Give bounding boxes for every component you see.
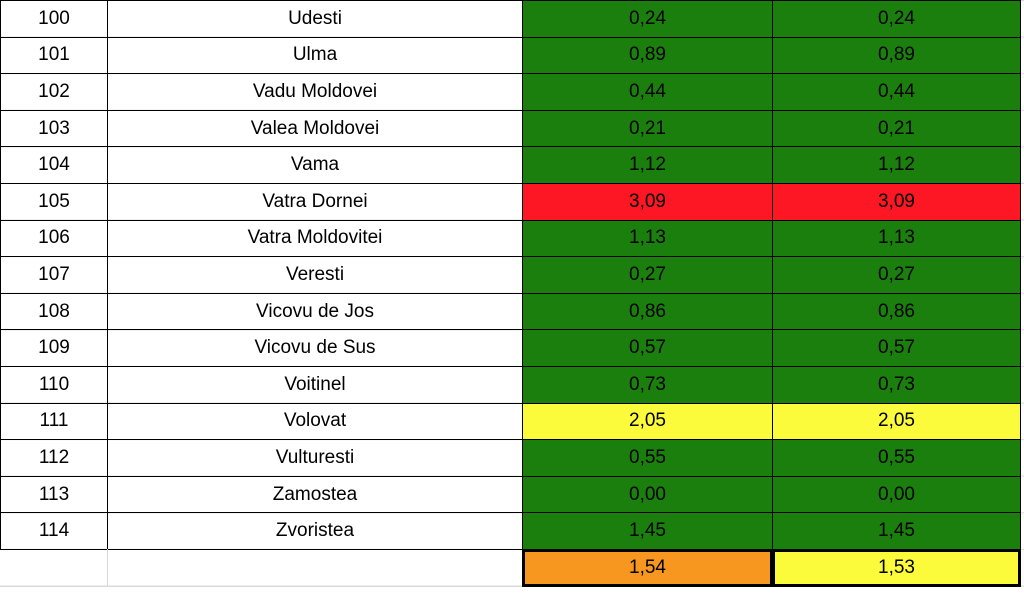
rate-cell: 0,00	[522, 475, 773, 514]
rate-cell: 1,45	[522, 512, 773, 550]
row-number: 104	[0, 146, 108, 184]
empty-cell	[0, 549, 108, 587]
locality-name: Voitinel	[107, 366, 523, 404]
row-number: 107	[0, 256, 108, 294]
rate-cell: 0,44	[522, 73, 773, 111]
rate-cell: 0,73	[522, 366, 773, 404]
total-cell: 1,54	[522, 549, 773, 587]
row-number: 101	[0, 36, 108, 75]
locality-name: Vicovu de Sus	[107, 329, 523, 367]
row-number: 111	[0, 402, 108, 441]
rate-cell: 0,24	[772, 0, 1021, 38]
locality-name: Veresti	[107, 256, 523, 294]
locality-name: Volovat	[107, 402, 523, 441]
rate-cell: 0,21	[522, 109, 773, 148]
locality-name: Vicovu de Jos	[107, 292, 523, 331]
row-number: 106	[0, 219, 108, 258]
rate-cell: 0,57	[522, 329, 773, 367]
row-number: 102	[0, 73, 108, 111]
rate-cell: 0,55	[522, 439, 773, 477]
rate-cell: 1,45	[772, 512, 1021, 550]
rate-cell: 0,24	[522, 0, 773, 38]
rate-cell: 0,89	[522, 36, 773, 75]
rate-cell: 0,21	[772, 109, 1021, 148]
row-number: 112	[0, 439, 108, 477]
row-number: 113	[0, 475, 108, 514]
rate-cell: 0,73	[772, 366, 1021, 404]
empty-cell	[107, 549, 523, 587]
rate-cell: 0,86	[772, 292, 1021, 331]
locality-name: Vatra Moldovitei	[107, 219, 523, 258]
rate-cell: 0,27	[772, 256, 1021, 294]
rate-cell: 0,57	[772, 329, 1021, 367]
locality-name: Vama	[107, 146, 523, 184]
row-number: 103	[0, 109, 108, 148]
locality-name: Valea Moldovei	[107, 109, 523, 148]
row-number: 109	[0, 329, 108, 367]
rate-cell: 1,12	[772, 146, 1021, 184]
locality-name: Vulturesti	[107, 439, 523, 477]
locality-name: Ulma	[107, 36, 523, 75]
rate-cell: 0,44	[772, 73, 1021, 111]
rate-cell: 0,00	[772, 475, 1021, 514]
rate-cell: 3,09	[772, 183, 1021, 221]
rate-cell: 2,05	[772, 402, 1021, 441]
rate-cell: 1,12	[522, 146, 773, 184]
row-number: 110	[0, 366, 108, 404]
row-number: 105	[0, 183, 108, 221]
rate-cell: 1,13	[772, 219, 1021, 258]
rate-cell: 2,05	[522, 402, 773, 441]
row-number: 108	[0, 292, 108, 331]
rate-cell: 0,27	[522, 256, 773, 294]
row-number: 114	[0, 512, 108, 550]
rate-cell: 3,09	[522, 183, 773, 221]
locality-name: Zvoristea	[107, 512, 523, 550]
rate-cell: 0,55	[772, 439, 1021, 477]
locality-name: Vatra Dornei	[107, 183, 523, 221]
rate-cell: 0,86	[522, 292, 773, 331]
total-cell: 1,53	[772, 549, 1021, 587]
locality-name: Udesti	[107, 0, 523, 38]
rate-cell: 0,89	[772, 36, 1021, 75]
row-number: 100	[0, 0, 108, 38]
locality-name: Zamostea	[107, 475, 523, 514]
rate-cell: 1,13	[522, 219, 773, 258]
locality-name: Vadu Moldovei	[107, 73, 523, 111]
